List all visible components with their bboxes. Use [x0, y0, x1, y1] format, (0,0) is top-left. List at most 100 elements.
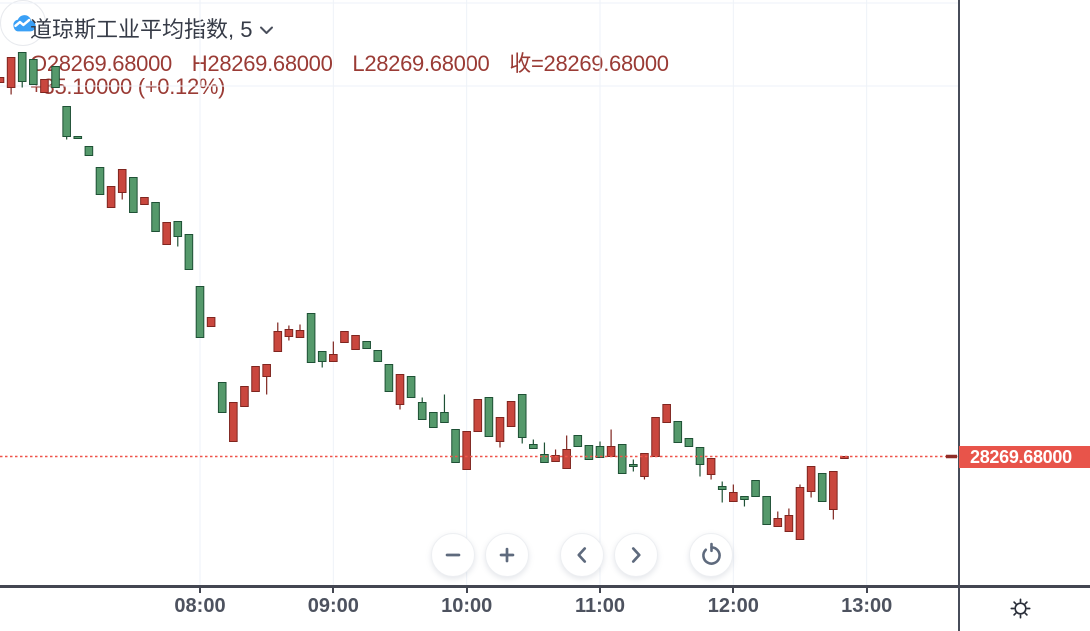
candle-body — [284, 329, 294, 337]
chevron-right-icon — [631, 547, 641, 563]
reset-view-button[interactable] — [689, 533, 733, 577]
candle-body — [84, 146, 94, 156]
candle-body — [606, 446, 616, 457]
candle-body — [629, 464, 638, 467]
candle-body — [217, 382, 227, 413]
candle-body — [262, 364, 271, 377]
ohlc-high-label: H — [191, 51, 208, 76]
candle-body — [406, 376, 416, 398]
candle-body — [695, 447, 705, 465]
time-axis-tick — [332, 588, 335, 593]
candle-body — [95, 167, 105, 195]
candle-body — [451, 429, 460, 463]
candle-body — [829, 471, 838, 510]
candle-body — [251, 366, 260, 392]
time-axis-label: 10:00 — [441, 595, 493, 617]
ohlc-high: H28269.68000 — [192, 51, 333, 76]
pan-right-button[interactable] — [614, 533, 658, 577]
candle-body — [351, 335, 360, 350]
last-price-label: 28269.68000 — [959, 446, 1090, 468]
candle-body — [584, 445, 594, 460]
symbol-title[interactable]: 道琼斯工业平均指数, 5 — [30, 17, 253, 42]
candle-body — [817, 473, 827, 502]
symbol-legend-row: 道琼斯工业平均指数, 5 — [30, 12, 274, 44]
candle-body — [151, 202, 160, 232]
time-axis-label: 12:00 — [707, 595, 759, 617]
time-axis-tick — [199, 588, 201, 593]
candle-body — [551, 455, 560, 462]
candle-body — [795, 487, 805, 540]
candle-body — [295, 330, 305, 338]
candle-body — [473, 399, 483, 432]
chevron-down-icon[interactable] — [259, 25, 274, 36]
ohlc-low: L28269.68000 — [352, 51, 489, 76]
candle-body — [806, 466, 816, 492]
ohlc-open: O28269.68000 — [30, 51, 172, 76]
time-axis-label: 08:00 — [174, 595, 226, 617]
candle-body — [462, 431, 471, 470]
ohlc-low-value: 28269.68000 — [364, 51, 490, 76]
candle-body — [662, 404, 671, 423]
ohlc-close: 收=28269.68000 — [509, 51, 669, 76]
candle-body — [651, 417, 660, 457]
candle-body — [229, 402, 238, 442]
time-axis-tick — [732, 588, 735, 593]
candle-body — [684, 438, 694, 447]
candle-body — [206, 317, 216, 327]
candle-body — [317, 351, 327, 362]
candle-body — [340, 331, 349, 343]
candle-body — [184, 234, 194, 270]
candle-body — [784, 515, 794, 532]
candle-body — [62, 106, 71, 137]
candle-body — [540, 454, 549, 463]
candle-body — [762, 496, 771, 525]
ohlc-open-value: 28269.68000 — [46, 51, 172, 76]
candle-body — [729, 492, 738, 502]
ohlc-close-label: 收= — [509, 51, 544, 76]
candle-body — [17, 52, 27, 82]
zoom-out-button[interactable] — [431, 533, 475, 577]
candle-body — [440, 412, 449, 423]
candle-body — [329, 354, 338, 362]
zoom-in-button[interactable] — [485, 533, 529, 577]
candle-body — [640, 453, 649, 477]
candle-body — [529, 444, 538, 449]
ohlc-row: O28269.68000 H28269.68000 L28269.68000 收… — [30, 46, 683, 78]
pan-left-button[interactable] — [560, 533, 604, 577]
candle-body — [717, 486, 727, 490]
candle-body — [562, 449, 571, 469]
candle-body — [173, 221, 183, 237]
ohlc-close-value: 28269.68000 — [543, 51, 669, 76]
change-text: +35.10000 (+0.12%) — [30, 74, 226, 99]
change-row: +35.10000 (+0.12%) — [30, 74, 226, 100]
candle-body — [384, 364, 394, 392]
candle-body — [417, 402, 427, 420]
candle-body — [0, 77, 5, 83]
price-axis-separator[interactable] — [958, 0, 960, 631]
last-price-value: 28269.68000 — [970, 447, 1072, 467]
candle-body — [162, 222, 171, 245]
time-axis-tick — [865, 588, 868, 593]
cloud-chart-icon — [12, 14, 36, 31]
plus-icon — [499, 547, 515, 563]
candle-body — [73, 136, 83, 139]
logo-button[interactable] — [0, 0, 46, 46]
ohlc-low-label: L — [352, 51, 365, 76]
candle-body — [240, 386, 249, 407]
candle-body — [706, 458, 716, 475]
candle-body — [195, 286, 205, 338]
ohlc-high-value: 28269.68000 — [207, 51, 333, 76]
settings-button[interactable] — [1000, 590, 1040, 627]
reset-icon — [701, 542, 721, 565]
time-axis-tick — [599, 588, 601, 593]
candle-body — [573, 435, 583, 447]
candle-body — [617, 444, 627, 474]
candle-body — [773, 518, 783, 527]
candle-body — [129, 177, 138, 213]
candle-body — [306, 313, 316, 363]
candle-body — [840, 456, 849, 459]
time-axis-line — [0, 585, 1090, 588]
candle-body — [740, 496, 749, 500]
candle-body — [517, 394, 527, 438]
time-axis-label: 09:00 — [307, 595, 359, 617]
